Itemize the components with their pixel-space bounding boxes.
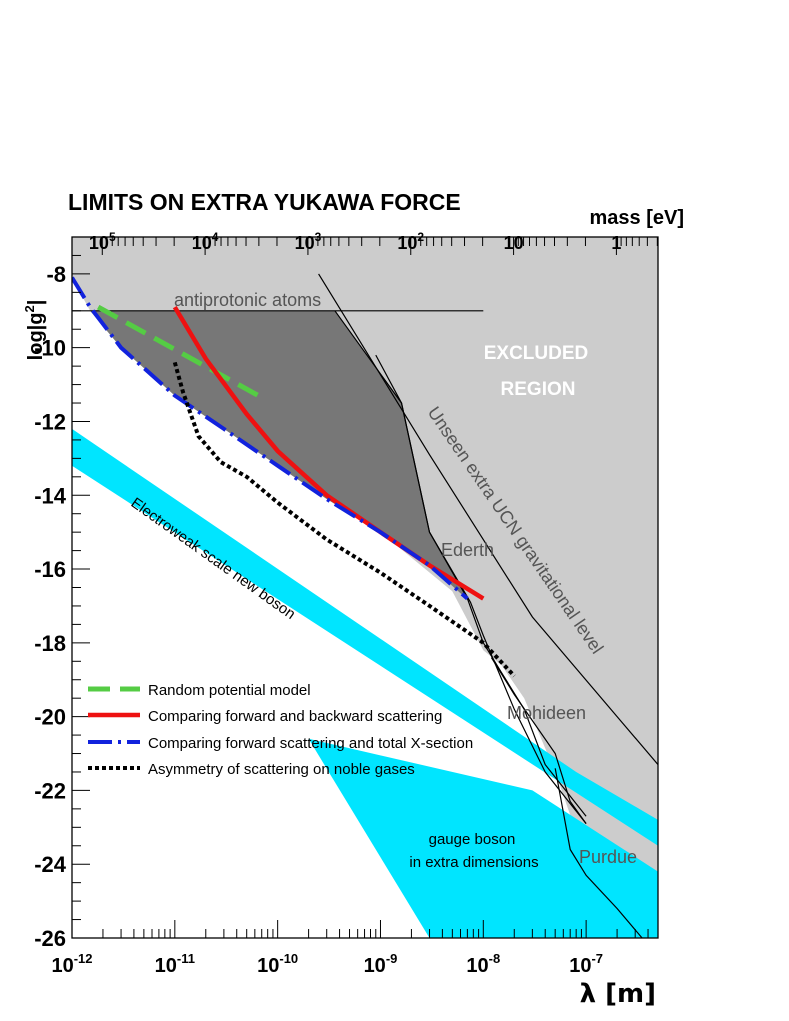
series-lines bbox=[72, 276, 516, 678]
gauge-label-line1: gauge boson bbox=[429, 831, 516, 848]
mass-tick-label-4: 10 bbox=[504, 233, 524, 253]
mass-tick-label-2: 103 bbox=[295, 230, 322, 253]
y-tick-label-5: -16 bbox=[34, 557, 66, 582]
mohideen-line bbox=[490, 657, 587, 824]
gauge-label-line2: in extra dimensions bbox=[409, 854, 538, 871]
purdue-line bbox=[554, 768, 643, 938]
mohideen-label: Mohideen bbox=[507, 703, 586, 723]
antiprotonic-label: antiprotonic atoms bbox=[174, 290, 321, 310]
electroweak-band bbox=[72, 428, 658, 846]
mass-tick-label-0: 105 bbox=[89, 230, 116, 253]
y-tick-label-4: -18 bbox=[34, 631, 66, 656]
y-axis-title: log|g2| bbox=[22, 300, 47, 361]
ucn-line bbox=[318, 273, 658, 765]
excluded-label-line2: REGION bbox=[501, 379, 576, 400]
mass-axis-title: mass [eV] bbox=[590, 207, 685, 229]
y-tick-label-9: -8 bbox=[46, 262, 66, 287]
x-axis: 10-12 10-11 10-10 10-9 10-8 10-7 bbox=[51, 920, 659, 977]
x-tick-label-0: 10-12 bbox=[51, 951, 92, 977]
y-tick-label-1: -24 bbox=[34, 852, 67, 877]
x-tick-label-5: 10-7 bbox=[569, 951, 603, 977]
legend-label-1: Comparing forward and backward scatterin… bbox=[148, 708, 442, 725]
series-line-1 bbox=[172, 305, 485, 601]
series-line-3 bbox=[172, 361, 516, 678]
x-tick-label-4: 10-8 bbox=[466, 951, 500, 977]
mass-axis: 105 104 103 102 10 1 bbox=[89, 230, 658, 255]
combined-limit-region bbox=[90, 310, 471, 603]
x-tick-label-2: 10-10 bbox=[257, 951, 298, 977]
legend-label-2: Comparing forward scattering and total X… bbox=[148, 735, 473, 752]
ederth-label: Ederth bbox=[441, 540, 494, 560]
y-axis: -26 -24 -22 -20 -18 -16 -14 -12 -10 -8 bbox=[34, 236, 90, 951]
series-line-2 bbox=[72, 276, 469, 601]
legend-label-0: Random potential model bbox=[148, 682, 311, 699]
y-tick-label-0: -26 bbox=[34, 926, 66, 951]
legend-label-3: Asymmetry of scattering on noble gases bbox=[148, 761, 415, 778]
mass-tick-label-1: 104 bbox=[192, 230, 219, 253]
electroweak-label: Electroweak scale new boson bbox=[128, 494, 299, 623]
y-tick-label-8: -10 bbox=[34, 336, 66, 361]
chart-title: LIMITS ON EXTRA YUKAWA FORCE bbox=[68, 189, 461, 215]
y-tick-label-6: -14 bbox=[34, 483, 67, 508]
mass-tick-label-3: 102 bbox=[397, 230, 424, 253]
y-tick-label-7: -12 bbox=[34, 409, 66, 434]
x-tick-label-3: 10-9 bbox=[364, 951, 398, 977]
x-axis-title: λ [m] bbox=[580, 979, 656, 1009]
purdue-label: Purdue bbox=[579, 847, 637, 867]
gauge-boson-band bbox=[308, 738, 658, 938]
mass-tick-label-5: 1 bbox=[611, 233, 621, 253]
legend: Random potential model Comparing forward … bbox=[88, 682, 473, 778]
excluded-label-line1: EXCLUDED bbox=[484, 343, 589, 364]
y-tick-label-3: -20 bbox=[34, 705, 66, 730]
x-tick-label-1: 10-11 bbox=[155, 951, 195, 977]
y-tick-label-2: -22 bbox=[34, 778, 66, 803]
